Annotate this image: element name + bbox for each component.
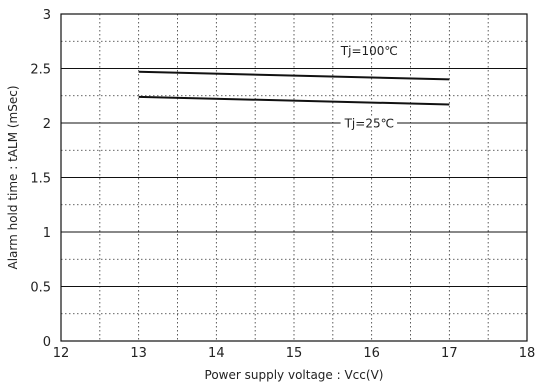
y-axis-label: Alarm hold time : tALM (mSec) bbox=[6, 85, 20, 269]
series-line bbox=[138, 70, 450, 81]
x-axis-label: Power supply voltage : Vcc(V) bbox=[205, 368, 384, 382]
series-label: Tj=100℃ bbox=[340, 44, 398, 58]
series: Tj=100℃ Tj=25℃ bbox=[138, 44, 450, 131]
x-tick-label: 18 bbox=[519, 346, 536, 361]
grid bbox=[60, 13, 528, 342]
x-tick-label: 14 bbox=[208, 346, 225, 361]
series-label: Tj=25℃ bbox=[344, 116, 394, 130]
y-tick-label: 1 bbox=[43, 226, 51, 241]
x-tick-label: 16 bbox=[363, 346, 380, 361]
x-tick-label: 12 bbox=[53, 346, 70, 361]
plot-frame bbox=[60, 13, 528, 342]
y-tick-label: 2 bbox=[43, 117, 51, 132]
series-line bbox=[138, 95, 450, 106]
x-tick-label: 15 bbox=[286, 346, 303, 361]
y-tick-label: 2.5 bbox=[30, 63, 51, 78]
series-label-background bbox=[340, 116, 398, 131]
x-tick-label: 13 bbox=[130, 346, 147, 361]
y-tick-label: 1.5 bbox=[30, 172, 51, 187]
y-tick-label: 0 bbox=[43, 335, 51, 350]
tick-labels: 12 13 14 15 16 17 18 0 0.5 1 1.5 2 2.5 3 bbox=[30, 8, 535, 361]
y-tick-label: 3 bbox=[43, 8, 51, 23]
y-tick-label: 0.5 bbox=[30, 281, 51, 296]
x-tick-label: 17 bbox=[441, 346, 458, 361]
